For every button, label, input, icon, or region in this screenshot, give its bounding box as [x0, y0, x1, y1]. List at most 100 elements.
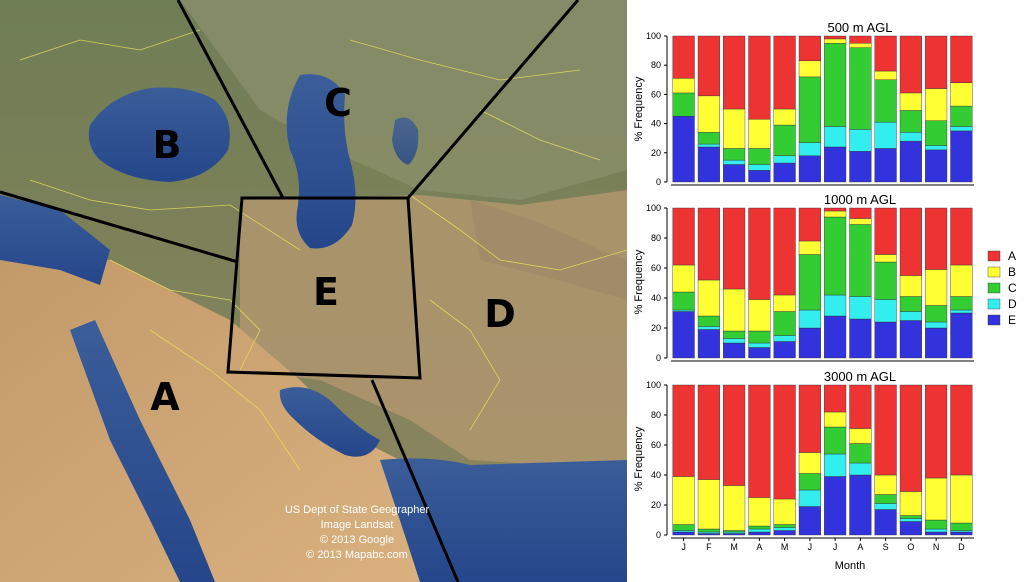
bar-segment-a-7 [849, 207, 872, 219]
bar-segment-c-6 [824, 426, 847, 455]
bar-segment-d-10 [925, 145, 948, 151]
bar-segment-b-1 [697, 479, 720, 530]
bar-segment-e-2 [723, 533, 746, 536]
bar-segment-c-10 [925, 120, 948, 146]
bar-segment-b-3 [748, 299, 771, 332]
bar-segment-c-1 [697, 528, 720, 533]
bar-segment-c-2 [723, 530, 746, 533]
bar-segment-a-11 [950, 35, 973, 83]
bar-segment-e-10 [925, 531, 948, 536]
bar-segment-d-3 [748, 342, 771, 348]
bar-segment-c-5 [798, 76, 821, 143]
bar-segment-a-2 [723, 35, 746, 110]
x-tick-label: S [883, 542, 889, 552]
y-tick-label: 0 [656, 177, 661, 187]
legend-swatch-c [987, 282, 1001, 294]
bar-segment-e-8 [874, 509, 897, 536]
bar-segment-c-1 [697, 132, 720, 145]
y-tick-label: 20 [651, 323, 661, 333]
bar-segment-d-8 [874, 299, 897, 323]
y-tick-label: 60 [651, 263, 661, 273]
bar-segment-d-11 [950, 530, 973, 533]
bar-segment-c-7 [849, 47, 872, 130]
x-tick-label: J [808, 542, 813, 552]
arabian-sea [380, 458, 627, 582]
bar-segment-e-9 [899, 521, 922, 536]
bar-segment-c-0 [672, 524, 695, 531]
bar-segment-e-5 [798, 327, 821, 359]
bar-segment-e-0 [672, 116, 695, 183]
bar-segment-a-8 [874, 384, 897, 476]
bar-segment-d-6 [824, 126, 847, 148]
bar-segment-b-8 [874, 254, 897, 263]
y-tick-label: 100 [646, 203, 661, 213]
bar-segment-e-11 [950, 312, 973, 359]
legend-swatch-e [987, 314, 1001, 326]
charts-panel: 500 m AGL % Frequency 0 20 40 60 80 100 1000 … [627, 0, 1024, 582]
bar-segment-b-9 [899, 491, 922, 516]
bar-segment-b-11 [950, 82, 973, 107]
bar-segment-e-7 [849, 474, 872, 536]
bar-segment-c-0 [672, 92, 695, 117]
bar-segment-c-8 [874, 494, 897, 504]
map-credit-line-3: © 2013 Google [320, 534, 394, 546]
bar-segment-a-10 [925, 207, 948, 270]
bar-segment-d-9 [899, 311, 922, 321]
bar-segment-b-5 [798, 240, 821, 255]
region-boundaries [0, 0, 580, 582]
bar-segment-a-2 [723, 384, 746, 486]
bar-segment-d-7 [849, 296, 872, 320]
bar-segment-c-9 [899, 110, 922, 133]
bar-segment-b-10 [925, 88, 948, 121]
bar-segment-c-11 [950, 522, 973, 531]
bar-segment-e-11 [950, 130, 973, 183]
y-tick-label: 0 [656, 353, 661, 363]
bar-segment-b-2 [723, 485, 746, 531]
map-image: A B C D E US Dept of State Geographer Im… [0, 0, 627, 582]
y-tick-label: 20 [651, 148, 661, 158]
bar-segment-a-0 [672, 207, 695, 266]
bar-segment-d-5 [798, 309, 821, 329]
bar-segment-c-3 [748, 525, 771, 530]
bar-segment-c-2 [723, 330, 746, 339]
mountain-shading [470, 200, 627, 300]
bar-segment-b-9 [899, 275, 922, 297]
bar-segment-d-11 [950, 126, 973, 132]
bar-segment-c-10 [925, 305, 948, 323]
bar-segment-b-5 [798, 60, 821, 78]
steppe-area [180, 0, 627, 200]
bar-segment-e-0 [672, 531, 695, 536]
bar-segment-e-11 [950, 531, 973, 536]
bar-segment-c-8 [874, 261, 897, 300]
bar-segment-a-3 [748, 35, 771, 120]
bar-segment-d-0 [672, 309, 695, 312]
x-tick-label: A [756, 542, 762, 552]
legend-label-d: D [1008, 297, 1017, 311]
x-tick-label: N [933, 542, 940, 552]
bar-segment-d-9 [899, 132, 922, 142]
region-label-b: B [153, 123, 182, 167]
bar-segment-a-11 [950, 207, 973, 266]
bar-segment-d-3 [748, 528, 771, 533]
bar-segment-a-1 [697, 384, 720, 480]
bar-segment-e-3 [748, 347, 771, 359]
bar-segment-e-6 [824, 146, 847, 183]
chart-title: 3000 m AGL [824, 369, 896, 384]
x-tick-label: M [781, 542, 789, 552]
bar-segment-b-8 [874, 474, 897, 495]
bar-segment-e-3 [748, 531, 771, 536]
bar-segment-b-7 [849, 43, 872, 48]
bar-segment-b-4 [773, 108, 796, 126]
bar-segment-a-5 [798, 207, 821, 242]
bar-segment-d-10 [925, 528, 948, 533]
bar-segment-c-3 [748, 148, 771, 165]
bar-segment-c-9 [899, 296, 922, 312]
bar-segment-e-2 [723, 342, 746, 359]
region-label-d: D [484, 292, 516, 336]
bar-segment-c-8 [874, 79, 897, 123]
bar-segment-d-4 [773, 335, 796, 342]
bar-segment-d-2 [723, 338, 746, 344]
legend-swatch-b [987, 266, 1001, 278]
bar-segment-e-7 [849, 318, 872, 359]
bar-segment-b-3 [748, 119, 771, 149]
